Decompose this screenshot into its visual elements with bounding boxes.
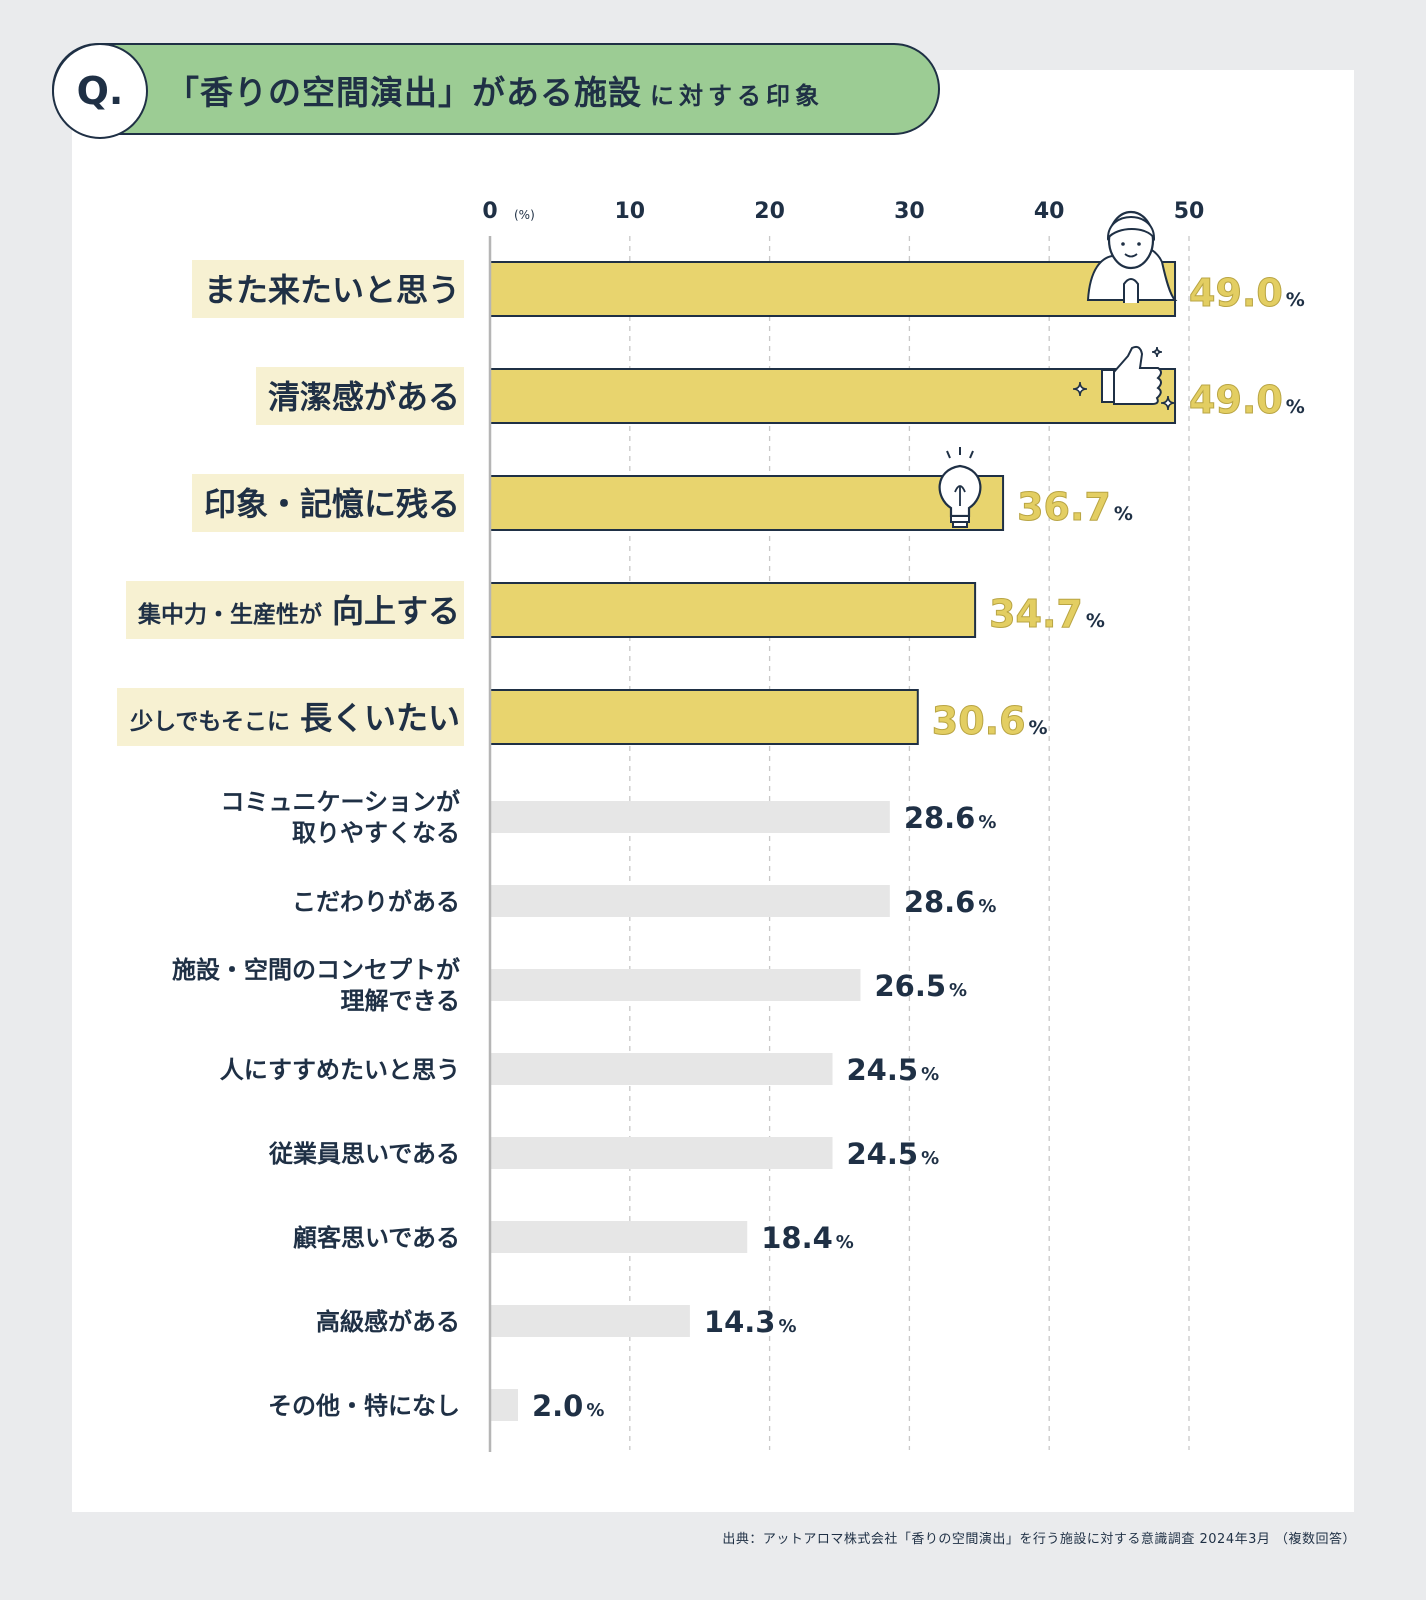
value-unit: % [949, 980, 967, 1001]
label-highlight [192, 260, 464, 318]
value-label: 49.0% [1189, 378, 1305, 422]
label-highlight [192, 474, 464, 532]
value-unit: % [978, 896, 996, 917]
icon-eye [1121, 242, 1125, 246]
label-highlight [117, 688, 464, 746]
category-label-part: 集中力・生産性が [137, 601, 322, 628]
value-unit: % [1114, 503, 1133, 525]
value-label: 2.0% [532, 1389, 604, 1423]
icon-hand [1113, 345, 1162, 405]
bar [490, 1389, 518, 1421]
category-label: その他・特になし [268, 1392, 460, 1420]
value-label: 14.3% [704, 1305, 797, 1339]
question-badge: Q. [52, 43, 148, 139]
category-label: 印象・記憶に残る [204, 485, 460, 523]
value-unit: % [1029, 717, 1048, 739]
value-unit: % [921, 1148, 939, 1169]
bar [489, 582, 977, 638]
category-label: 集中力・生産性が 向上する [137, 592, 460, 630]
label-highlight [256, 367, 464, 425]
value-unit: % [836, 1232, 854, 1253]
icon-ray [946, 450, 951, 459]
chart-title-sub: に対する印象 [650, 82, 824, 110]
category-label: こだわりがある [292, 888, 460, 916]
value-label: 24.5% [847, 1053, 940, 1087]
value-label: 18.4% [761, 1221, 854, 1255]
category-label-part: 少しでもそこに [129, 709, 290, 735]
bar [489, 689, 919, 745]
bar [489, 368, 1177, 424]
icon-base [952, 521, 968, 528]
value-label: 28.6% [904, 885, 997, 919]
category-label: 取りやすくなる [292, 819, 460, 847]
value-unit: % [1286, 396, 1305, 418]
source-note: 出典：アットアロマ株式会社「香りの空間演出」を行う施設に対する意識調査 2024… [722, 1532, 1356, 1547]
icon-hands [1123, 278, 1139, 303]
bar [489, 261, 1177, 317]
question-label: Q. [76, 69, 124, 113]
category-label: 施設・空間のコンセプトが [172, 956, 460, 984]
icon-filament [954, 485, 966, 506]
category-label: 清潔感がある [268, 378, 460, 416]
value-unit: % [586, 1400, 604, 1421]
bar [490, 885, 890, 917]
bar [490, 1305, 690, 1337]
x-tick-label: 50 [1174, 199, 1205, 224]
value-unit: % [921, 1064, 939, 1085]
icon-cuff [1101, 369, 1115, 403]
bar [490, 801, 890, 833]
category-label: 高級感がある [316, 1308, 460, 1336]
value-label: 36.7% [1017, 485, 1133, 529]
value-label: 30.6% [932, 699, 1048, 743]
category-label: また来たいと思う [204, 271, 460, 309]
icon-ray [969, 450, 974, 459]
x-tick-label: 30 [894, 199, 925, 224]
thumbs-up-icon [1072, 345, 1176, 411]
sparkle-icon [1151, 346, 1163, 358]
value-unit: % [978, 812, 996, 833]
sparkle-icon [1160, 395, 1176, 411]
category-label: 従業員思いである [268, 1140, 460, 1168]
value-label: 49.0% [1189, 271, 1305, 315]
category-label: コミュニケーションが [220, 788, 460, 816]
x-tick-label: 10 [614, 199, 645, 224]
title-banner [52, 43, 940, 135]
x-unit-label: (%) [514, 208, 535, 222]
category-label: 人にすすめたいと思う [220, 1056, 460, 1084]
category-label-part: 向上する [332, 592, 460, 630]
lightbulb-icon [938, 447, 982, 528]
sparkle-icon [1072, 381, 1088, 397]
value-label: 28.6% [904, 801, 997, 835]
category-label: 顧客思いである [293, 1224, 460, 1252]
x-tick-label: 0 [482, 199, 497, 224]
icon-mouth [1124, 253, 1138, 258]
chart-title: 「香りの空間演出」がある施設 に対する印象 [166, 64, 824, 114]
chart-title-main: 「香りの空間演出」がある施設 [166, 73, 642, 112]
category-label-part: 長くいたい [300, 699, 460, 737]
bar [490, 1137, 833, 1169]
value-label: 26.5% [874, 969, 967, 1003]
bar [490, 1221, 748, 1253]
value-label: 34.7% [989, 592, 1105, 636]
value-unit: % [1286, 289, 1305, 311]
icon-hair [1106, 216, 1156, 242]
value-unit: % [1086, 610, 1105, 632]
value-unit: % [778, 1316, 796, 1337]
label-highlight [126, 581, 464, 639]
category-label: 少しでもそこに 長くいたい [129, 699, 460, 737]
value-label: 24.5% [847, 1137, 940, 1171]
x-tick-label: 20 [754, 199, 785, 224]
category-label: 理解できる [340, 987, 460, 1015]
bar [489, 475, 1005, 531]
bar [490, 1053, 833, 1085]
bar [490, 969, 861, 1001]
icon-eye [1137, 242, 1141, 246]
x-tick-label: 40 [1034, 199, 1065, 224]
woman-praying-icon [1086, 210, 1178, 303]
